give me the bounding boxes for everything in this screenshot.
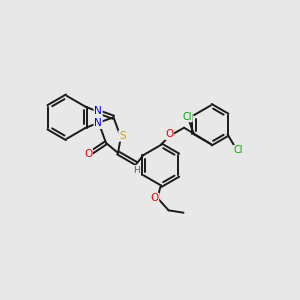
Text: S: S	[119, 131, 126, 141]
Text: H: H	[133, 166, 140, 175]
Text: O: O	[150, 194, 158, 203]
Text: O: O	[84, 149, 92, 159]
Text: Cl: Cl	[234, 146, 243, 155]
Text: N: N	[94, 106, 102, 116]
Text: O: O	[165, 129, 173, 139]
Text: N: N	[94, 118, 102, 128]
Text: Cl: Cl	[182, 112, 192, 122]
